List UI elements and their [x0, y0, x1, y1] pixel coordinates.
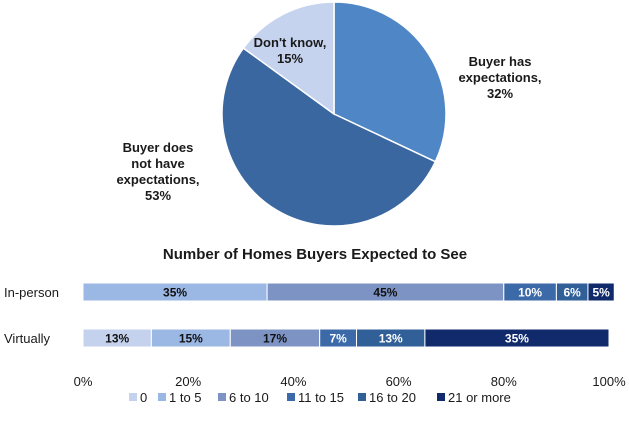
legend: 0 1 to 5 6 to 10 11 to 15 16 to 20 21 or more	[129, 390, 511, 405]
x-tick-label: 100%	[592, 374, 626, 389]
legend-swatch	[437, 393, 445, 401]
bar-value-label: 15%	[179, 332, 203, 346]
bar-value-label: 35%	[505, 332, 529, 346]
bar-value-label: 6%	[564, 286, 582, 300]
bar-value-label: 13%	[379, 332, 403, 346]
bar-value-label: 17%	[263, 332, 287, 346]
pie-slice	[242, 1, 335, 116]
bar-chart-title: Number of Homes Buyers Expected to See	[163, 246, 467, 263]
bar-value-label: 10%	[518, 286, 542, 300]
x-tick-label: 20%	[175, 374, 201, 389]
legend-label: 1 to 5	[169, 390, 202, 405]
legend-label: 21 or more	[448, 390, 511, 405]
pie-slice	[221, 47, 437, 227]
bar-value-label: 7%	[329, 332, 347, 346]
legend-swatch	[358, 393, 366, 401]
x-tick-label: 80%	[491, 374, 517, 389]
bar-value-label: 45%	[373, 286, 397, 300]
legend-label: 11 to 15	[298, 390, 344, 405]
legend-label: 0	[140, 390, 147, 405]
bar-value-label: 5%	[592, 286, 610, 300]
x-tick-label: 40%	[280, 374, 306, 389]
pie-chart: Buyer has expectations, 32% Buyer does not h…	[116, 1, 542, 227]
bar-segment	[587, 282, 615, 302]
bar-value-label: 35%	[163, 286, 187, 300]
x-tick-label: 0%	[74, 374, 93, 389]
legend-label: 6 to 10	[229, 390, 269, 405]
legend-swatch	[129, 393, 137, 401]
bar-chart: In-person 35% 45% 10% 6% 5% Virtually 13% 15% 17%…	[4, 282, 626, 389]
bar-value-label: 13%	[105, 332, 129, 346]
category-label: Virtually	[4, 331, 51, 346]
pie-slice-label: Buyer does not have expectations, 53%	[116, 140, 199, 203]
legend-swatch	[158, 393, 166, 401]
legend-swatch	[218, 393, 226, 401]
pie-slice	[333, 1, 447, 163]
x-tick-label: 60%	[386, 374, 412, 389]
legend-label: 16 to 20	[369, 390, 416, 405]
pie-slice-label: Buyer has expectations, 32%	[458, 54, 541, 101]
pie-slice-label: Don't know, 15%	[254, 35, 327, 66]
category-label: In-person	[4, 285, 59, 300]
bar-segment	[424, 328, 610, 348]
legend-swatch	[287, 393, 295, 401]
